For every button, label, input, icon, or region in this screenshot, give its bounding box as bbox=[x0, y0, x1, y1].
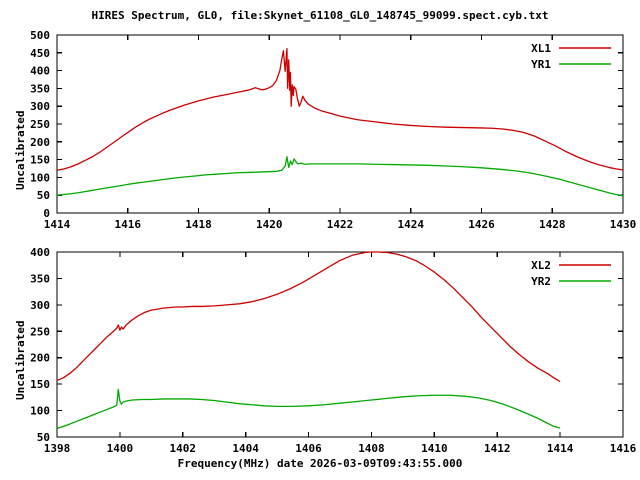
panel-bottom: 1398 1400 1402 1404 1406 1408 1410 1412 1414 1416… bbox=[30, 246, 636, 455]
series-line-XL1 bbox=[56, 47, 624, 171]
y-tick-label-bottom: 150 bbox=[30, 378, 50, 391]
x-tick-label-bottom: 1400 bbox=[107, 442, 134, 455]
x-tick-label-bottom: 1410 bbox=[421, 442, 448, 455]
series-line-YR2 bbox=[56, 388, 561, 430]
x-tick-label-top: 1414 bbox=[44, 218, 71, 231]
x-tick-label-top: 1418 bbox=[185, 218, 212, 231]
x-tick-label-bottom: 1412 bbox=[484, 442, 511, 455]
x-tick-label-top: 1424 bbox=[398, 218, 425, 231]
page-title: HIRES Spectrum, GL0, file:Skynet_61108_G… bbox=[91, 9, 549, 22]
x-tick-label-bottom: 1408 bbox=[358, 442, 385, 455]
y-tick-label-top: 400 bbox=[30, 65, 50, 78]
y-tick-label-top: 200 bbox=[30, 136, 50, 149]
plot-frame-bottom bbox=[56, 251, 624, 438]
x-tick-label-top: 1422 bbox=[327, 218, 354, 231]
y-tick-label-bottom: 350 bbox=[30, 272, 50, 285]
y-tick-label-top: 250 bbox=[30, 118, 50, 131]
series-line-YR1 bbox=[56, 156, 624, 197]
y-tick-label-top: 150 bbox=[30, 154, 50, 167]
x-tick-label-bottom: 1414 bbox=[547, 442, 574, 455]
legend-label-YR2: YR2 bbox=[531, 275, 551, 288]
y-tick-label-top: 100 bbox=[30, 171, 50, 184]
x-tick-label-top: 1426 bbox=[468, 218, 495, 231]
panel-top: 1414 1416 1418 1420 1422 1424 1426 1428 1430 0 50 1… bbox=[30, 29, 636, 231]
y-tick-label-top: 500 bbox=[30, 29, 50, 42]
x-tick-label-bottom: 1404 bbox=[232, 442, 259, 455]
y-tick-label-top: 350 bbox=[30, 82, 50, 95]
x-tick-label-bottom: 1416 bbox=[610, 442, 637, 455]
x-tick-label-top: 1428 bbox=[539, 218, 566, 231]
y-tick-label-top: 0 bbox=[43, 207, 50, 220]
x-tick-label-top: 1416 bbox=[115, 218, 142, 231]
y-tick-label-bottom: 50 bbox=[37, 431, 50, 444]
y-tick-label-bottom: 200 bbox=[30, 352, 50, 365]
legend-label-XL1: XL1 bbox=[531, 42, 551, 55]
legend-label-YR1: YR1 bbox=[531, 58, 551, 71]
x-tick-label-bottom: 1398 bbox=[44, 442, 71, 455]
y-tick-label-top: 300 bbox=[30, 100, 50, 113]
x-tick-label-top: 1420 bbox=[256, 218, 283, 231]
y-tick-label-bottom: 100 bbox=[30, 405, 50, 418]
x-tick-label-top: 1430 bbox=[610, 218, 637, 231]
x-tick-label-bottom: 1406 bbox=[295, 442, 322, 455]
legend-label-XL2: XL2 bbox=[531, 259, 551, 272]
y-tick-label-bottom: 300 bbox=[30, 299, 50, 312]
y-tick-label-top: 50 bbox=[37, 189, 50, 202]
series-line-XL2 bbox=[56, 251, 561, 383]
y-tick-label-bottom: 250 bbox=[30, 325, 50, 338]
x-axis-label: Frequency(MHz) date 2026-03-09T09:43:55.… bbox=[177, 457, 463, 470]
x-tick-label-bottom: 1402 bbox=[170, 442, 197, 455]
y-tick-label-top: 450 bbox=[30, 47, 50, 60]
y-tick-label-bottom: 400 bbox=[30, 246, 50, 259]
